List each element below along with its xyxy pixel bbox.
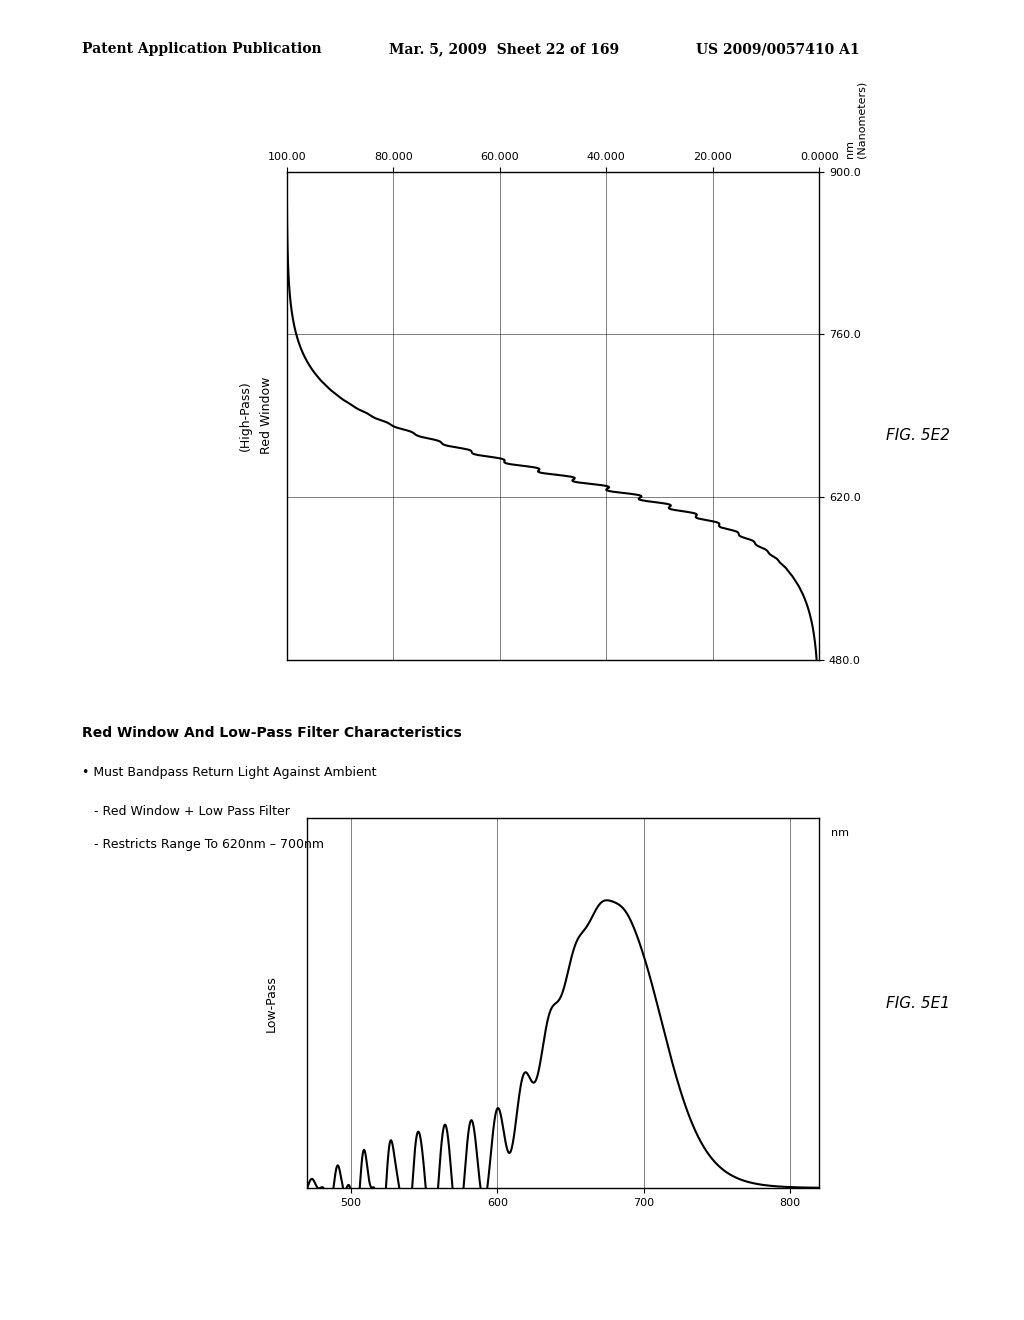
Text: FIG. 5E2: FIG. 5E2 [886, 428, 950, 444]
Text: Red Window: Red Window [260, 378, 272, 454]
Text: Low-Pass: Low-Pass [265, 974, 278, 1032]
Text: Patent Application Publication: Patent Application Publication [82, 42, 322, 57]
Text: nm: nm [831, 828, 850, 838]
Text: - Red Window + Low Pass Filter: - Red Window + Low Pass Filter [82, 805, 290, 818]
Text: FIG. 5E1: FIG. 5E1 [886, 995, 950, 1011]
Text: Red Window And Low-Pass Filter Characteristics: Red Window And Low-Pass Filter Character… [82, 726, 462, 741]
Text: • Must Bandpass Return Light Against Ambient: • Must Bandpass Return Light Against Amb… [82, 766, 377, 779]
Text: nm
(Nanometers): nm (Nanometers) [845, 81, 866, 158]
Text: - Restricts Range To 620nm – 700nm: - Restricts Range To 620nm – 700nm [82, 838, 324, 851]
Text: US 2009/0057410 A1: US 2009/0057410 A1 [696, 42, 860, 57]
Text: (High-Pass): (High-Pass) [240, 380, 252, 451]
Text: Mar. 5, 2009  Sheet 22 of 169: Mar. 5, 2009 Sheet 22 of 169 [389, 42, 620, 57]
